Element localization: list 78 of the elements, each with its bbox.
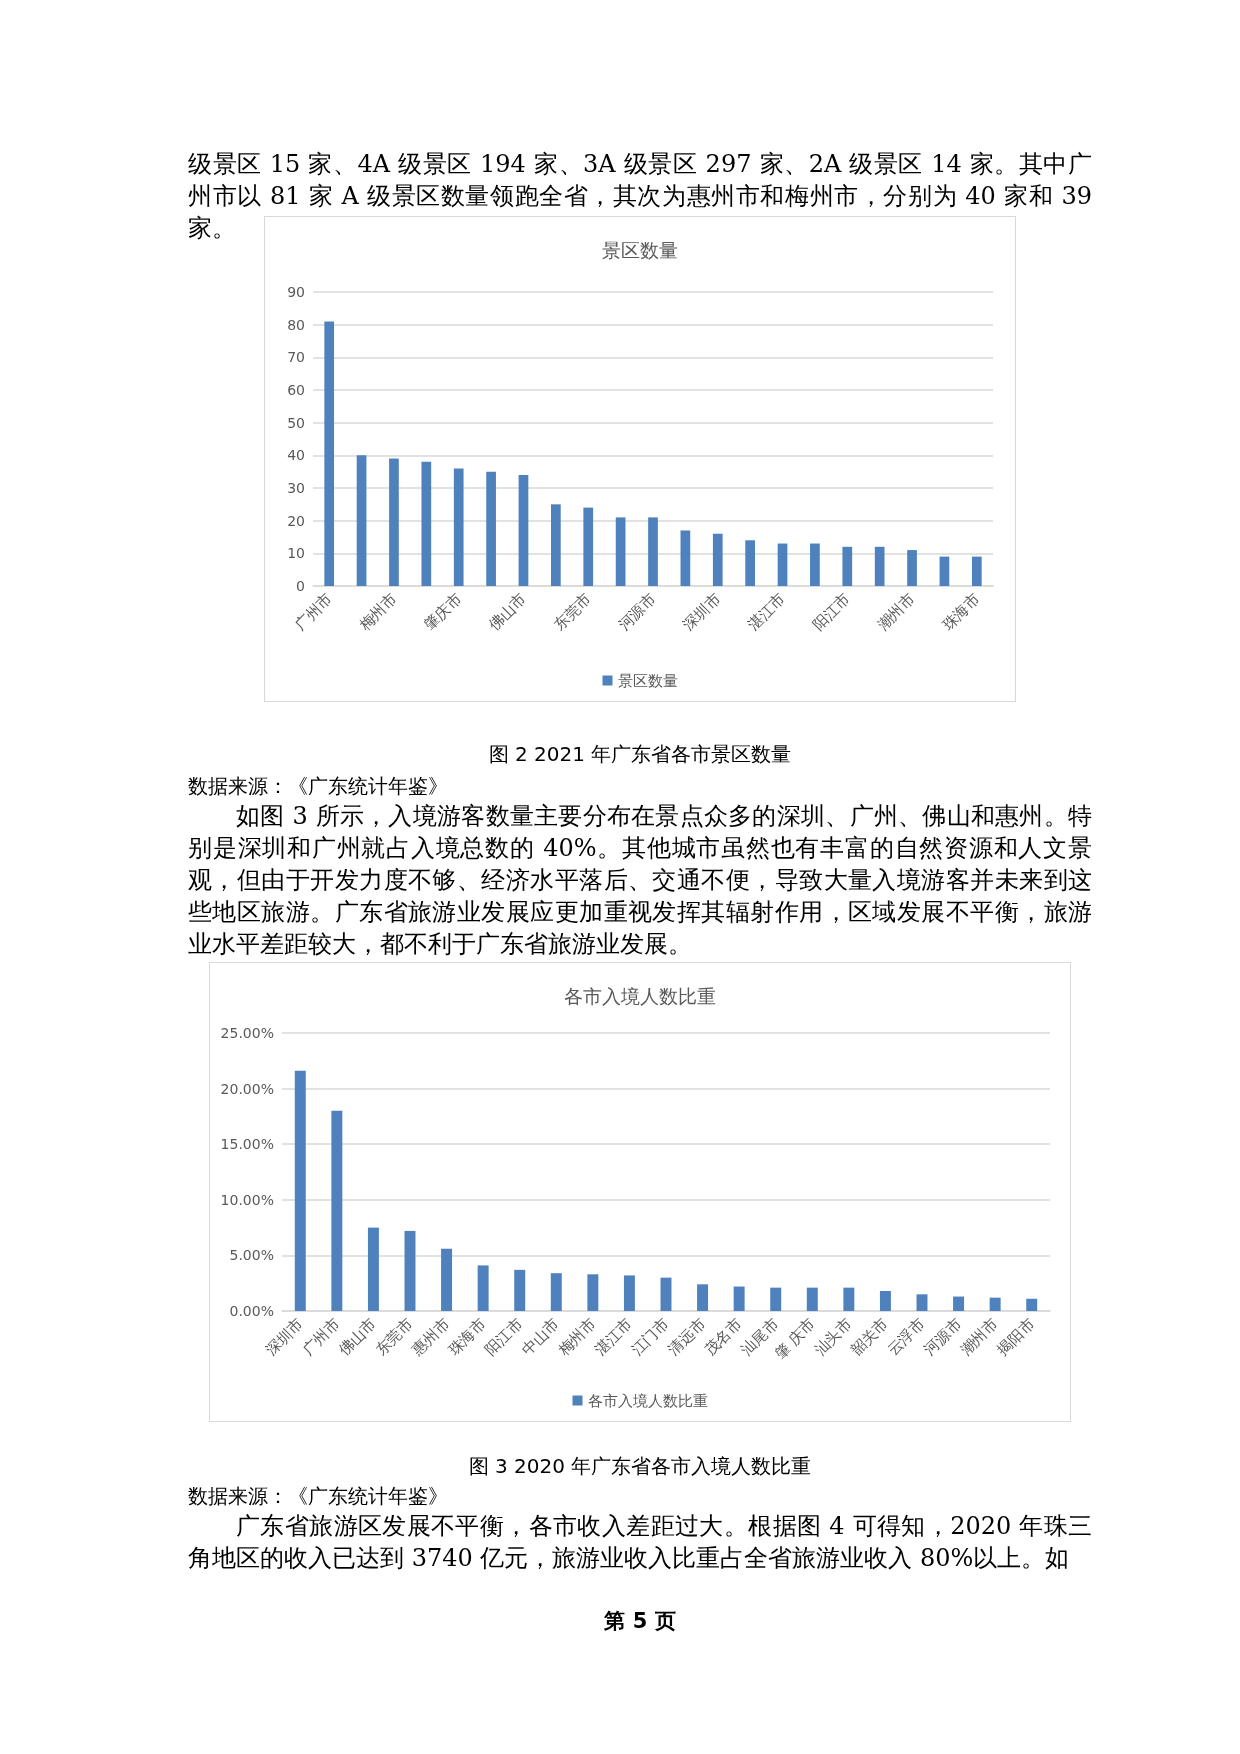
legend-label: 景区数量 xyxy=(617,671,678,690)
caption: 图 2 2021 年广东省各市景区数量 xyxy=(487,741,793,768)
bar xyxy=(907,550,917,586)
y-tick-label: 90 xyxy=(287,284,305,300)
caption: 图 3 2020 年广东省各市入境人数比重 xyxy=(467,1453,813,1480)
bar xyxy=(441,1248,453,1311)
bar xyxy=(660,1277,672,1311)
y-tick-label: 70 xyxy=(287,349,305,366)
legend-label: 各市入境人数比重 xyxy=(587,1391,708,1410)
x-tick-label: 东莞市 xyxy=(550,589,595,635)
y-tick-label: 0 xyxy=(296,578,305,594)
y-tick-label: 40 xyxy=(287,447,305,464)
bar xyxy=(879,1290,891,1311)
bar xyxy=(404,1230,416,1311)
bar xyxy=(324,321,335,586)
y-tick-label: 60 xyxy=(287,382,305,398)
y-tick-label: 20 xyxy=(287,512,305,529)
y-tick-label: 10.00% xyxy=(220,1191,274,1208)
bar xyxy=(514,1269,526,1311)
y-tick-label: 30 xyxy=(287,480,305,496)
x-tick-label: 深圳市 xyxy=(679,589,725,635)
bar xyxy=(953,1296,965,1311)
bar xyxy=(1026,1298,1038,1311)
bar xyxy=(623,1275,635,1311)
text: 广东省旅游区发展不平衡，各市收入差距过大。根据图 4 可得知，2020 年珠三角地区的收入已达到 3740 亿元，旅游业收入比重占全省旅游业收入 80%以上。如 xyxy=(188,1511,1093,1574)
chart-title: 各市入境人数比重 xyxy=(564,984,716,1007)
bar xyxy=(777,543,788,586)
bar xyxy=(453,468,464,586)
bar xyxy=(518,474,529,586)
bar xyxy=(712,533,723,586)
y-tick-label: 20.00% xyxy=(220,1080,274,1097)
text: 第 5 页 xyxy=(603,1608,677,1635)
x-tick-label: 湛江市 xyxy=(744,589,789,635)
bar xyxy=(367,1227,379,1311)
bar xyxy=(874,546,885,586)
bar xyxy=(486,471,496,586)
bar xyxy=(551,504,561,586)
bar xyxy=(421,461,432,586)
source-note: 数据来源：《广东统计年鉴》 xyxy=(188,773,449,800)
bar xyxy=(733,1286,745,1311)
x-tick-label: 梅州市 xyxy=(355,589,401,635)
y-tick-label: 80 xyxy=(287,316,305,333)
x-tick-label: 潮州市 xyxy=(873,589,919,635)
bar xyxy=(770,1287,782,1311)
bar xyxy=(842,546,853,586)
bar xyxy=(916,1294,928,1311)
bar xyxy=(331,1110,343,1311)
bar xyxy=(615,517,626,586)
bar xyxy=(477,1265,489,1311)
bar xyxy=(971,556,982,586)
bar xyxy=(989,1297,1001,1311)
y-tick-label: 10 xyxy=(287,545,305,562)
bar xyxy=(648,517,658,586)
x-tick-label: 河源市 xyxy=(614,589,660,635)
x-tick-label: 珠海市 xyxy=(938,589,984,635)
x-tick-label: 肇庆市 xyxy=(420,589,466,635)
bar xyxy=(680,530,691,586)
bar xyxy=(697,1284,709,1311)
y-tick-label: 0.00% xyxy=(229,1303,274,1319)
text: 如图 3 所示，入境游客数量主要分布在景点众多的深圳、广州、佛山和惠州。特别是深圳和广州就占入境总数的 40%。其他城市虽然也有丰富的自然资源和人文景观，但由于开发力度不够、经济水平落后、交通不便，导致大量入境游客并未来到这些地区旅游。广东省旅游业发展应更加重视发挥其辐射作用，区域发展不平衡，旅游业水平差距较大，都不利于广东省旅游业发展。 xyxy=(188,801,1092,960)
bar xyxy=(843,1287,855,1311)
source-note: 数据来源：《广东统计年鉴》 xyxy=(188,1483,449,1510)
y-tick-label: 5.00% xyxy=(229,1247,274,1264)
x-tick-label: 佛山市 xyxy=(485,589,530,635)
bar xyxy=(806,1287,818,1311)
bar xyxy=(389,458,399,586)
bar xyxy=(550,1273,562,1311)
y-tick-label: 15.00% xyxy=(220,1136,274,1153)
y-tick-label: 25.00% xyxy=(220,1025,274,1041)
bar xyxy=(587,1274,599,1311)
bar xyxy=(810,543,820,586)
bar xyxy=(356,455,367,586)
x-tick-label: 阳江市 xyxy=(809,589,854,635)
bar xyxy=(939,556,950,586)
y-tick-label: 50 xyxy=(287,414,305,431)
bar xyxy=(745,540,755,586)
bar xyxy=(294,1070,306,1311)
bar xyxy=(583,507,594,586)
